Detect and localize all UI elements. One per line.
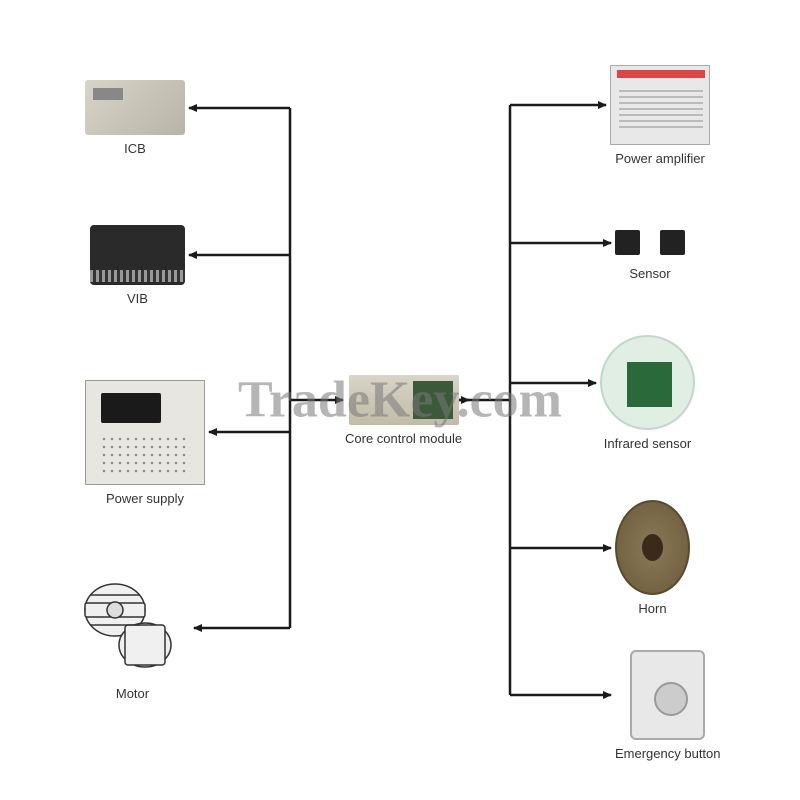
motor-image	[75, 575, 190, 680]
node-sensor: Sensor	[615, 225, 685, 281]
vib-image	[90, 225, 185, 285]
ir-image	[600, 335, 695, 430]
node-icb: ICB	[85, 80, 185, 156]
sensor-label: Sensor	[629, 266, 670, 281]
node-psu: Power supply	[85, 380, 205, 506]
node-ir: Infrared sensor	[600, 335, 695, 451]
motor-label: Motor	[116, 686, 149, 701]
system-diagram: Core control module ICB VIB Power supply…	[0, 0, 800, 800]
node-vib: VIB	[90, 225, 185, 306]
ebtn-image	[630, 650, 705, 740]
horn-label: Horn	[638, 601, 666, 616]
node-motor: Motor	[75, 575, 190, 701]
ebtn-label: Emergency button	[615, 746, 721, 761]
core-label: Core control module	[345, 431, 462, 446]
node-ebtn: Emergency button	[615, 650, 721, 761]
psu-image	[85, 380, 205, 485]
amp-image	[610, 65, 710, 145]
node-amp: Power amplifier	[610, 65, 710, 166]
horn-image	[615, 500, 690, 595]
icb-label: ICB	[124, 141, 146, 156]
sensor-image	[615, 225, 685, 260]
node-horn: Horn	[615, 500, 690, 616]
icb-image	[85, 80, 185, 135]
vib-label: VIB	[127, 291, 148, 306]
amp-label: Power amplifier	[615, 151, 705, 166]
core-module-image	[349, 375, 459, 425]
node-core: Core control module	[345, 375, 462, 446]
ir-label: Infrared sensor	[604, 436, 691, 451]
psu-label: Power supply	[106, 491, 184, 506]
